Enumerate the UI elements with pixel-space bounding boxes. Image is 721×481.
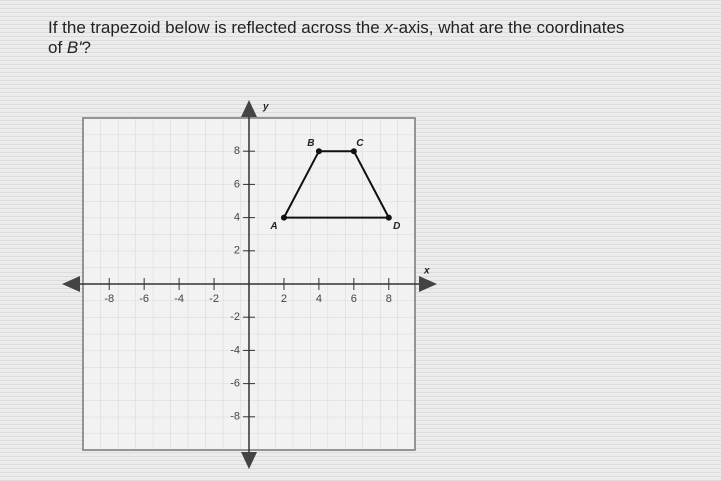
x-tick-label: 2 [281, 293, 287, 305]
vertex [280, 214, 287, 221]
vertex-label: D [393, 221, 400, 232]
question-line-2: of B'? [48, 38, 91, 57]
question-text: ? [82, 38, 91, 57]
x-tick-label: 8 [386, 293, 392, 305]
question-text: If the trapezoid below is reflected acro… [48, 18, 384, 37]
y-tick-label: -8 [230, 411, 240, 423]
y-tick-label: 2 [234, 245, 240, 257]
vertex [385, 214, 392, 221]
vertex-label: B [307, 138, 314, 149]
question-text: B' [67, 38, 82, 57]
x-tick-label: -2 [209, 293, 219, 305]
x-tick-label: 6 [351, 293, 357, 305]
y-tick-label: 4 [234, 212, 240, 224]
y-tick-label: -2 [230, 311, 240, 323]
x-tick-label: -8 [104, 293, 114, 305]
x-tick-label: 4 [316, 293, 322, 305]
y-tick-label: -4 [230, 344, 240, 356]
vertex [350, 148, 357, 155]
question-line-1: If the trapezoid below is reflected acro… [48, 18, 624, 37]
vertex-label: A [269, 221, 277, 232]
arrow [62, 276, 80, 292]
x-tick-label: -4 [174, 293, 184, 305]
vertex [315, 148, 322, 155]
axis-label: x [423, 266, 430, 277]
plot: x y -8 -6 -4 -2 2 4 6 8 -8 -6 -4 -2 2 4 6 8 A B C D [62, 100, 437, 469]
arrow [241, 100, 257, 117]
question-text: of [48, 38, 67, 57]
axis-label: y [262, 102, 269, 113]
x-tick-label: -6 [139, 293, 149, 305]
question-text: -axis, what are the coordinates [393, 18, 625, 37]
y-tick-label: -6 [230, 378, 240, 390]
y-tick-label: 6 [234, 178, 240, 190]
y-tick-label: 8 [234, 145, 240, 157]
question-text: x [383, 18, 393, 37]
vertex-label: C [356, 138, 364, 149]
arrow [241, 452, 257, 469]
arrow [419, 276, 437, 292]
